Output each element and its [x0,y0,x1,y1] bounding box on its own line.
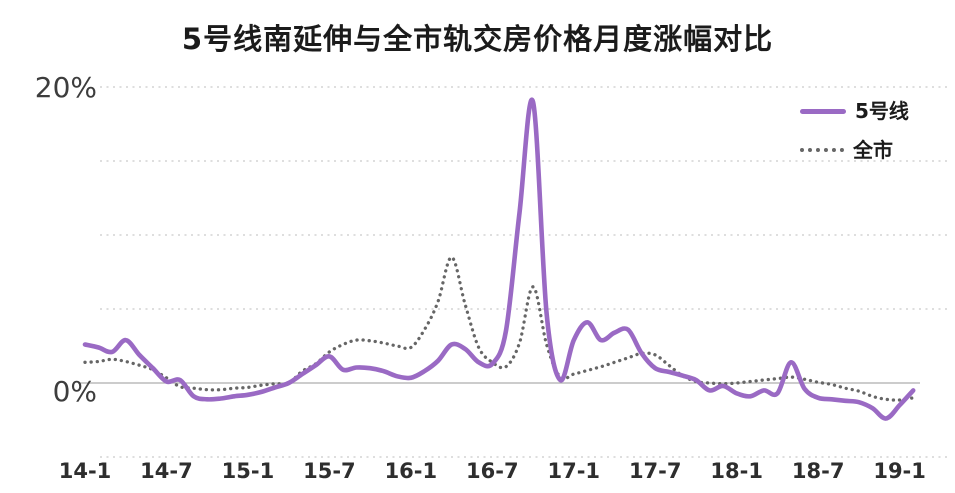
legend-line5-line-sample [800,108,846,114]
series-line5-line [82,97,916,421]
x-tick-label-14-1: 14-1 [59,459,112,483]
x-tick-label-17-1: 17-1 [547,459,600,483]
series-citywide-line [83,255,915,402]
legend-city-label: 全市 [853,138,893,162]
x-tick-label-17-7: 17-7 [629,459,682,483]
x-tick-label-18-1: 18-1 [710,459,763,483]
x-tick-label-14-7: 14-7 [140,459,193,483]
chart-title: 5号线南延伸与全市轨交房价格月度涨幅对比 [181,22,774,56]
legend-line5-label: 5号线 [855,99,909,123]
legend-item-line5: 5号线 [800,99,909,123]
legend-city-dotted-sample [800,148,844,152]
x-tick-label-15-1: 15-1 [222,459,275,483]
x-tick-label-19-1: 19-1 [873,459,926,483]
legend-item-city: 全市 [800,138,909,162]
legend: 5号线 全市 [800,99,909,162]
x-tick-label-16-7: 16-7 [466,459,519,483]
y-axis-label-20: 20% [35,71,97,104]
x-tick-label-16-1: 16-1 [385,459,438,483]
x-tick-label-15-7: 15-7 [303,459,356,483]
y-axis-label-0: 0% [53,375,97,408]
x-tick-label-18-7: 18-7 [792,459,845,483]
